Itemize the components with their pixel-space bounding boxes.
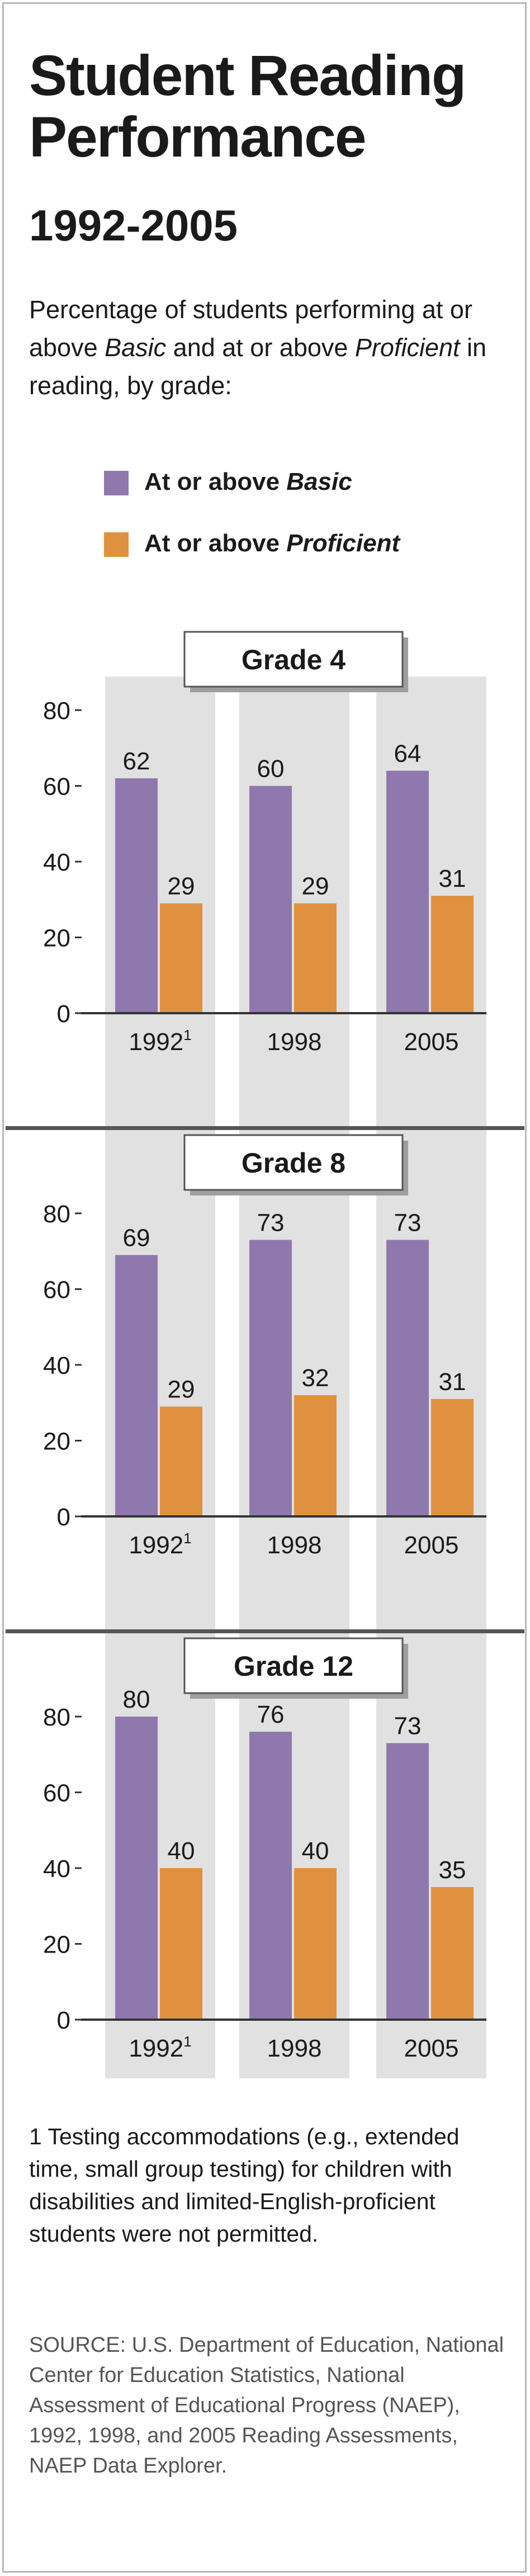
value-label: 32 (302, 1364, 329, 1392)
bar-basic-2005 (386, 771, 429, 1013)
y-tick-label: 20 (43, 925, 70, 952)
bar-proficient-1998 (294, 903, 337, 1013)
bar-basic-1992 (115, 1255, 158, 1516)
panel-grade-4: Grade 4 0 20 40 60 80 62 60 64 29 29 31 19921 1998 200… (43, 631, 486, 1056)
description-proficient-term: Proficient (354, 333, 460, 362)
panel-grade-8: Grade 8 0 20 40 60 80 69 73 73 29 32 31 19921 1998 200… (6, 1126, 524, 1559)
bar-proficient-1992 (160, 1406, 202, 1516)
y-tick-label: 20 (43, 1428, 70, 1455)
y-tick-label: 60 (43, 773, 70, 801)
value-label: 35 (439, 1856, 466, 1884)
y-tick-label: 0 (57, 1000, 70, 1028)
x-category-label: 19921 (129, 1027, 191, 1056)
y-tick-label: 40 (43, 1855, 70, 1883)
value-label: 29 (168, 873, 195, 900)
value-label: 73 (257, 1209, 285, 1236)
value-label: 76 (257, 1701, 285, 1728)
bar-proficient-2005 (431, 1887, 474, 2020)
bar-basic-1992 (115, 778, 158, 1013)
description-text-1: Percentage of students performing at or … (29, 295, 472, 362)
y-tick-label: 80 (43, 1704, 70, 1731)
legend-swatch-proficient (104, 532, 129, 557)
value-label: 60 (257, 755, 285, 783)
source-note: SOURCE: U.S. Department of Education, Na… (29, 2333, 504, 2478)
legend-label-basic: At or above Basic (144, 465, 352, 499)
value-label: 31 (439, 1368, 466, 1396)
chart-year-range: 1992-2005 (29, 201, 238, 250)
legend-basic-prefix: At or above (144, 468, 287, 495)
y-tick-label: 40 (43, 1352, 70, 1379)
title-box (183, 631, 404, 688)
legend: At or above Basic At or above Proficient (104, 465, 495, 588)
x-category-label: 19921 (129, 2033, 191, 2062)
bar-basic-1998 (249, 1240, 292, 1516)
panel-divider (6, 1629, 524, 1633)
bar-basic-1992 (115, 1717, 158, 2020)
value-label: 62 (123, 748, 150, 775)
y-tick-label: 20 (43, 1931, 70, 1959)
description-basic-term: Basic (105, 333, 167, 362)
description-text-3: in reading, by grade: (29, 333, 487, 400)
legend-proficient-prefix: At or above (144, 530, 287, 557)
x-category-label: 2005 (404, 2035, 459, 2062)
value-label: 40 (302, 1837, 329, 1865)
bar-proficient-1992 (160, 1868, 202, 2020)
y-tick-label: 60 (43, 1277, 70, 1304)
bar-basic-1998 (249, 1732, 292, 2020)
legend-label-proficient: At or above Proficient (144, 527, 400, 560)
y-tick-label: 0 (57, 2007, 70, 2034)
bar-basic-2005 (386, 1240, 429, 1516)
bar-basic-2005 (386, 1743, 429, 2020)
y-tick-label: 80 (43, 697, 70, 725)
bar-proficient-1998 (294, 1395, 337, 1516)
title-box (183, 1637, 404, 1694)
value-label: 69 (123, 1225, 150, 1252)
chart-description: Percentage of students performing at or … (29, 291, 510, 405)
value-label: 80 (123, 1686, 150, 1713)
y-tick-label: 60 (43, 1780, 70, 1807)
footnote-marker: 1 (183, 2033, 191, 2050)
panel-divider (6, 1126, 524, 1130)
panel-title: Grade 12 (234, 1651, 353, 1682)
panel-title: Grade 8 (242, 1147, 346, 1179)
panel-grade-12: Grade 12 0 20 40 60 80 80 76 73 40 40 35 19921 1998 20… (6, 1629, 524, 2062)
x-category-label: 19921 (129, 1530, 191, 1559)
chart-title: Student Reading Performance (29, 44, 466, 169)
legend-swatch-basic (104, 471, 129, 495)
x-category-label: 1998 (267, 2035, 322, 2062)
x-category-label: 2005 (404, 1028, 459, 1056)
x-category-label: 1998 (267, 1028, 322, 1056)
legend-item-proficient: At or above Proficient (104, 527, 495, 588)
value-label: 73 (394, 1209, 422, 1236)
footnote: 1 Testing accommodations (e.g., extended… (29, 2124, 460, 2247)
value-label: 64 (394, 740, 422, 767)
panel-title: Grade 4 (242, 644, 346, 675)
y-tick-label: 0 (57, 1504, 70, 1531)
legend-proficient-term: Proficient (286, 530, 400, 557)
bar-proficient-1998 (294, 1868, 337, 2020)
value-label: 31 (439, 865, 466, 892)
bar-basic-1998 (249, 786, 292, 1013)
bar-proficient-1992 (160, 903, 202, 1013)
footnote-marker: 1 (183, 1530, 191, 1547)
legend-item-basic: At or above Basic (104, 465, 495, 527)
value-label: 40 (168, 1837, 195, 1865)
description-text-2: and at or above (166, 333, 355, 362)
value-label: 29 (302, 873, 329, 900)
legend-basic-term: Basic (286, 468, 352, 495)
y-tick-label: 40 (43, 849, 70, 876)
bar-proficient-2005 (431, 1398, 474, 1516)
x-category-label: 1998 (267, 1532, 322, 1559)
bar-proficient-2005 (431, 895, 474, 1013)
y-tick-label: 80 (43, 1200, 70, 1228)
footnote-marker: 1 (183, 1027, 191, 1043)
value-label: 29 (168, 1376, 195, 1403)
value-label: 73 (394, 1712, 422, 1740)
title-box (183, 1134, 404, 1191)
x-category-label: 2005 (404, 1532, 459, 1559)
